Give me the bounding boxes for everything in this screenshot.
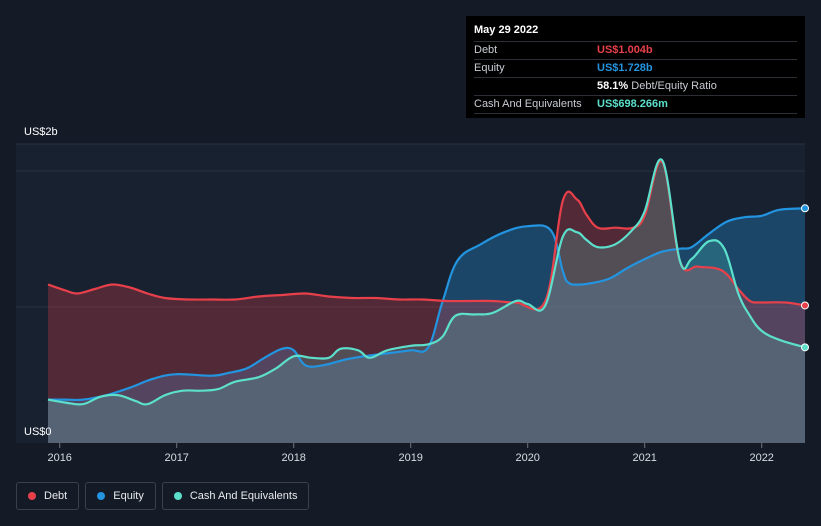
tooltip-row-cash: Cash And Equivalents US$698.266m — [474, 96, 797, 114]
series-layer — [47, 158, 809, 443]
tooltip-label: Equity — [474, 62, 505, 74]
tooltip-label: Debt — [474, 44, 498, 56]
tooltip-value: US$1.004b — [597, 44, 653, 56]
x-axis-ticks: 2016 2017 2018 2019 2020 2021 2022 — [47, 443, 774, 464]
x-tick-label: 2019 — [398, 452, 422, 464]
tooltip-value: US$1.728b — [597, 62, 653, 74]
x-tick-label: 2016 — [47, 452, 71, 464]
tooltip-label: Cash And Equivalents — [474, 98, 582, 110]
y-axis-zero-label: US$0 — [24, 426, 52, 438]
equity-end-marker — [801, 204, 809, 213]
equity-line — [48, 207, 806, 402]
cash-end-marker — [801, 343, 809, 352]
tooltip-row-ratio: 58.1% Debt/Equity Ratio — [474, 78, 797, 96]
debt-area — [48, 161, 805, 443]
tooltip-value: US$698.266m — [597, 98, 668, 110]
tooltip-ratio-caption: Debt/Equity Ratio — [631, 80, 717, 92]
legend-label: Equity — [113, 490, 144, 502]
legend-item-equity[interactable]: Equity — [85, 482, 156, 510]
legend-item-debt[interactable]: Debt — [16, 482, 80, 510]
x-tick-label: 2018 — [281, 452, 305, 464]
debt-end-marker — [801, 301, 809, 310]
tooltip-value: 58.1% — [597, 80, 629, 92]
cash-line — [47, 158, 806, 406]
y-axis-top-label: US$2b — [24, 126, 58, 138]
cash-dot-icon — [173, 492, 182, 500]
x-tick-label: 2022 — [749, 452, 773, 464]
gridlines — [16, 143, 805, 308]
x-tick-label: 2021 — [632, 452, 656, 464]
equity-area — [48, 208, 805, 443]
tooltip-date: May 29 2022 — [474, 23, 797, 42]
chart-legend: Debt Equity Cash And Equivalents — [16, 482, 310, 510]
debt-dot-icon — [28, 492, 36, 500]
tooltip-label — [474, 78, 597, 95]
cash-area — [48, 159, 805, 443]
legend-label: Debt — [44, 490, 68, 502]
tooltip-row-equity: Equity US$1.728b — [474, 60, 797, 78]
debt-line — [47, 160, 806, 311]
tooltip-row-debt: Debt US$1.004b — [474, 42, 797, 60]
x-tick-label: 2017 — [164, 452, 188, 464]
tooltip-panel: May 29 2022 Debt US$1.004b Equity US$1.7… — [466, 16, 805, 118]
equity-dot-icon — [97, 492, 106, 500]
legend-item-cash[interactable]: Cash And Equivalents — [161, 482, 310, 510]
x-tick-label: 2020 — [515, 452, 539, 464]
legend-label: Cash And Equivalents — [189, 490, 298, 502]
